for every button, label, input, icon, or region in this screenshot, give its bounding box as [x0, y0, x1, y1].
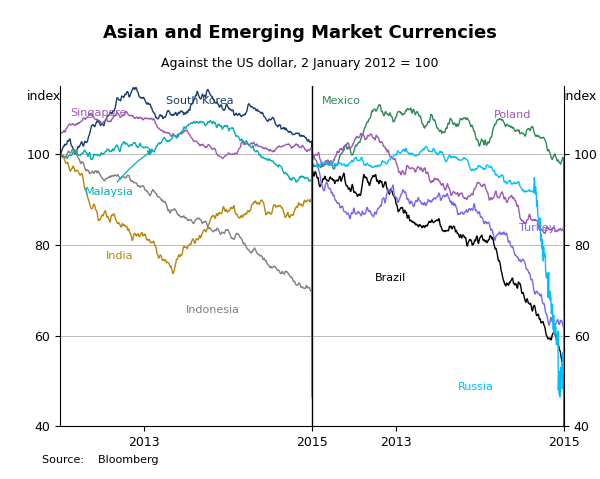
Text: Singapore: Singapore — [70, 108, 127, 118]
Text: Asian and Emerging Market Currencies: Asian and Emerging Market Currencies — [103, 24, 497, 42]
Text: Russia: Russia — [458, 382, 494, 392]
Text: India: India — [106, 251, 133, 261]
Text: index: index — [27, 90, 61, 103]
Text: Poland: Poland — [494, 110, 531, 120]
Text: index: index — [563, 90, 597, 103]
Text: Malaysia: Malaysia — [85, 150, 152, 197]
Text: Source:    Bloomberg: Source: Bloomberg — [42, 455, 158, 465]
Text: Turkey: Turkey — [518, 223, 555, 233]
Text: Brazil: Brazil — [375, 273, 406, 283]
Text: South Korea: South Korea — [166, 96, 233, 106]
Text: Indonesia: Indonesia — [186, 305, 240, 315]
Text: Against the US dollar, 2 January 2012 = 100: Against the US dollar, 2 January 2012 = … — [161, 57, 439, 70]
Text: Mexico: Mexico — [322, 96, 361, 106]
